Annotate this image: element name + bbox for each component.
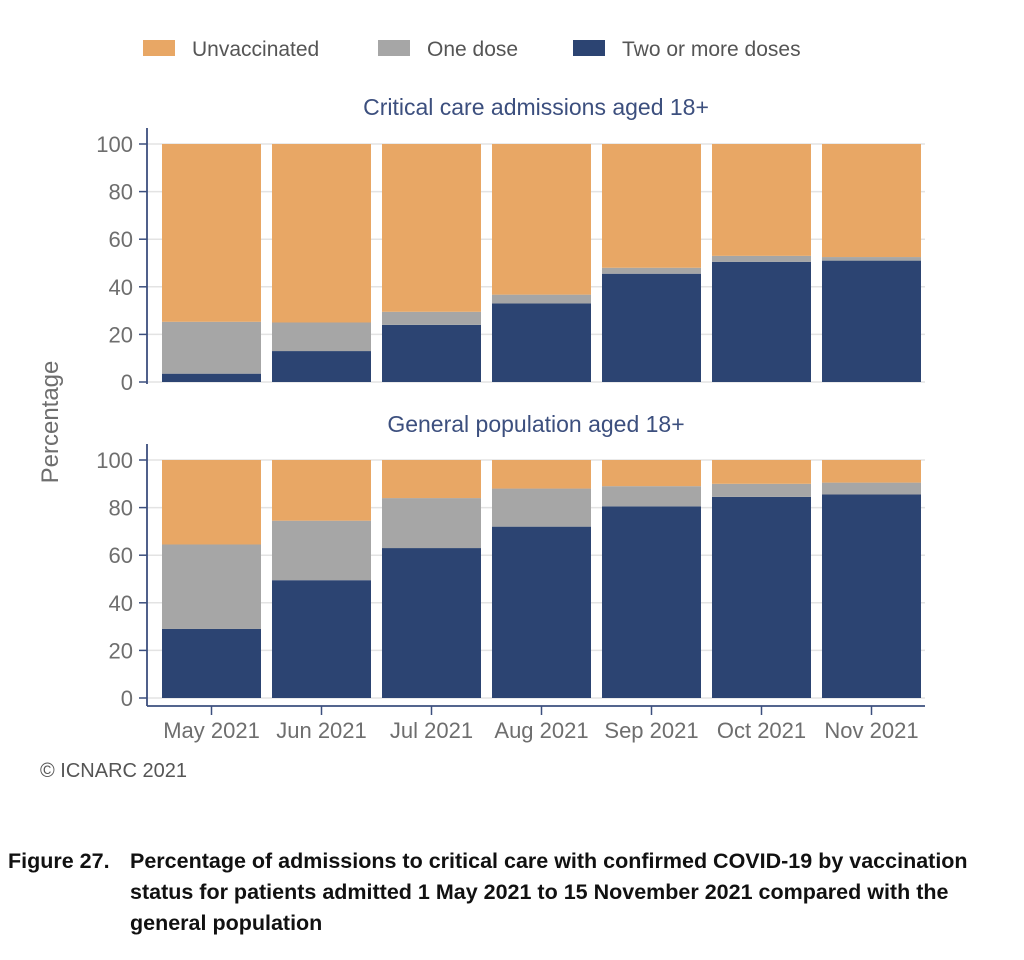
bar-segment-unvaccinated xyxy=(602,144,701,268)
x-tick-label: Aug 2021 xyxy=(494,718,588,743)
y-tick-label: 80 xyxy=(109,496,133,521)
y-tick-label: 100 xyxy=(96,448,133,473)
bar-segment-two-or-more-doses xyxy=(382,324,481,382)
bar-segment-one-dose xyxy=(492,294,591,304)
bar-segment-unvaccinated xyxy=(822,144,921,258)
bar-segment-one-dose xyxy=(712,483,811,497)
bar-segment-unvaccinated xyxy=(822,460,921,483)
bar-segment-two-or-more-doses xyxy=(712,496,811,698)
panel-title: Critical care admissions aged 18+ xyxy=(363,94,709,120)
legend-label: One dose xyxy=(427,38,518,61)
bar-segment-one-dose xyxy=(272,520,371,581)
bar-segment-unvaccinated xyxy=(492,144,591,295)
bar-segment-unvaccinated xyxy=(712,144,811,256)
figure-number: Figure 27. xyxy=(8,849,110,873)
legend-swatch-unvaccinated xyxy=(143,40,175,56)
bar-segment-unvaccinated xyxy=(492,460,591,489)
y-axis-label: Percentage xyxy=(37,361,64,484)
bar-segment-one-dose xyxy=(712,255,811,262)
bar-segment-unvaccinated xyxy=(162,460,261,545)
bar-segment-one-dose xyxy=(162,321,261,374)
x-tick-label: Jun 2021 xyxy=(276,718,367,743)
bar-segment-one-dose xyxy=(162,544,261,629)
legend-swatch-two-or-more-doses xyxy=(573,40,605,56)
figure-chart: Unvaccinated One dose Two or more doses Per… xyxy=(37,38,925,743)
bar-segment-unvaccinated xyxy=(382,144,481,312)
bar-segment-two-or-more-doses xyxy=(162,373,261,382)
bar-segment-one-dose xyxy=(602,486,701,507)
bar-segment-two-or-more-doses xyxy=(822,260,921,382)
bar-segment-one-dose xyxy=(272,322,371,352)
bar-segment-two-or-more-doses xyxy=(822,494,921,698)
bar-segment-one-dose xyxy=(822,482,921,495)
copyright-notice: © ICNARC 2021 xyxy=(40,760,188,782)
y-tick-label: 60 xyxy=(109,543,133,568)
y-tick-label: 20 xyxy=(109,638,133,663)
y-tick-label: 0 xyxy=(121,370,133,395)
figure-caption: Figure 27. Percentage of admissions to cr… xyxy=(8,846,1008,939)
bar-segment-one-dose xyxy=(382,498,481,549)
bar-segment-unvaccinated xyxy=(272,460,371,521)
legend-label: Two or more doses xyxy=(622,38,801,61)
bar-segment-one-dose xyxy=(822,257,921,261)
bar-segment-two-or-more-doses xyxy=(602,273,701,382)
bar-segment-two-or-more-doses xyxy=(272,580,371,698)
legend-swatch-one-dose xyxy=(378,40,410,56)
bar-segment-one-dose xyxy=(382,311,481,325)
x-tick-label: Nov 2021 xyxy=(824,718,918,743)
x-tick-label: Oct 2021 xyxy=(717,718,806,743)
bar-segment-unvaccinated xyxy=(382,460,481,499)
y-tick-label: 100 xyxy=(96,132,133,157)
bar-segment-unvaccinated xyxy=(162,144,261,322)
y-tick-label: 20 xyxy=(109,322,133,347)
bar-segment-one-dose xyxy=(492,488,591,527)
y-tick-label: 40 xyxy=(109,591,133,616)
bar-segment-two-or-more-doses xyxy=(492,526,591,698)
bar-segment-two-or-more-doses xyxy=(162,628,261,698)
panel-title: General population aged 18+ xyxy=(387,411,684,437)
bar-segment-two-or-more-doses xyxy=(712,261,811,382)
bar-segment-one-dose xyxy=(602,267,701,274)
bar-segment-two-or-more-doses xyxy=(382,548,481,698)
x-tick-label: May 2021 xyxy=(163,718,260,743)
y-tick-label: 60 xyxy=(109,227,133,252)
bar-segment-two-or-more-doses xyxy=(272,351,371,382)
y-tick-label: 40 xyxy=(109,275,133,300)
bar-segment-unvaccinated xyxy=(712,460,811,484)
bar-segment-unvaccinated xyxy=(602,460,701,487)
x-tick-label: Sep 2021 xyxy=(604,718,698,743)
bar-segment-unvaccinated xyxy=(272,144,371,323)
bar-segment-two-or-more-doses xyxy=(492,303,591,382)
figure-caption-text: Percentage of admissions to critical car… xyxy=(130,849,968,935)
legend-label: Unvaccinated xyxy=(192,38,319,61)
y-tick-label: 0 xyxy=(121,686,133,711)
x-tick-label: Jul 2021 xyxy=(390,718,473,743)
bar-segment-two-or-more-doses xyxy=(602,506,701,698)
y-tick-label: 80 xyxy=(109,180,133,205)
